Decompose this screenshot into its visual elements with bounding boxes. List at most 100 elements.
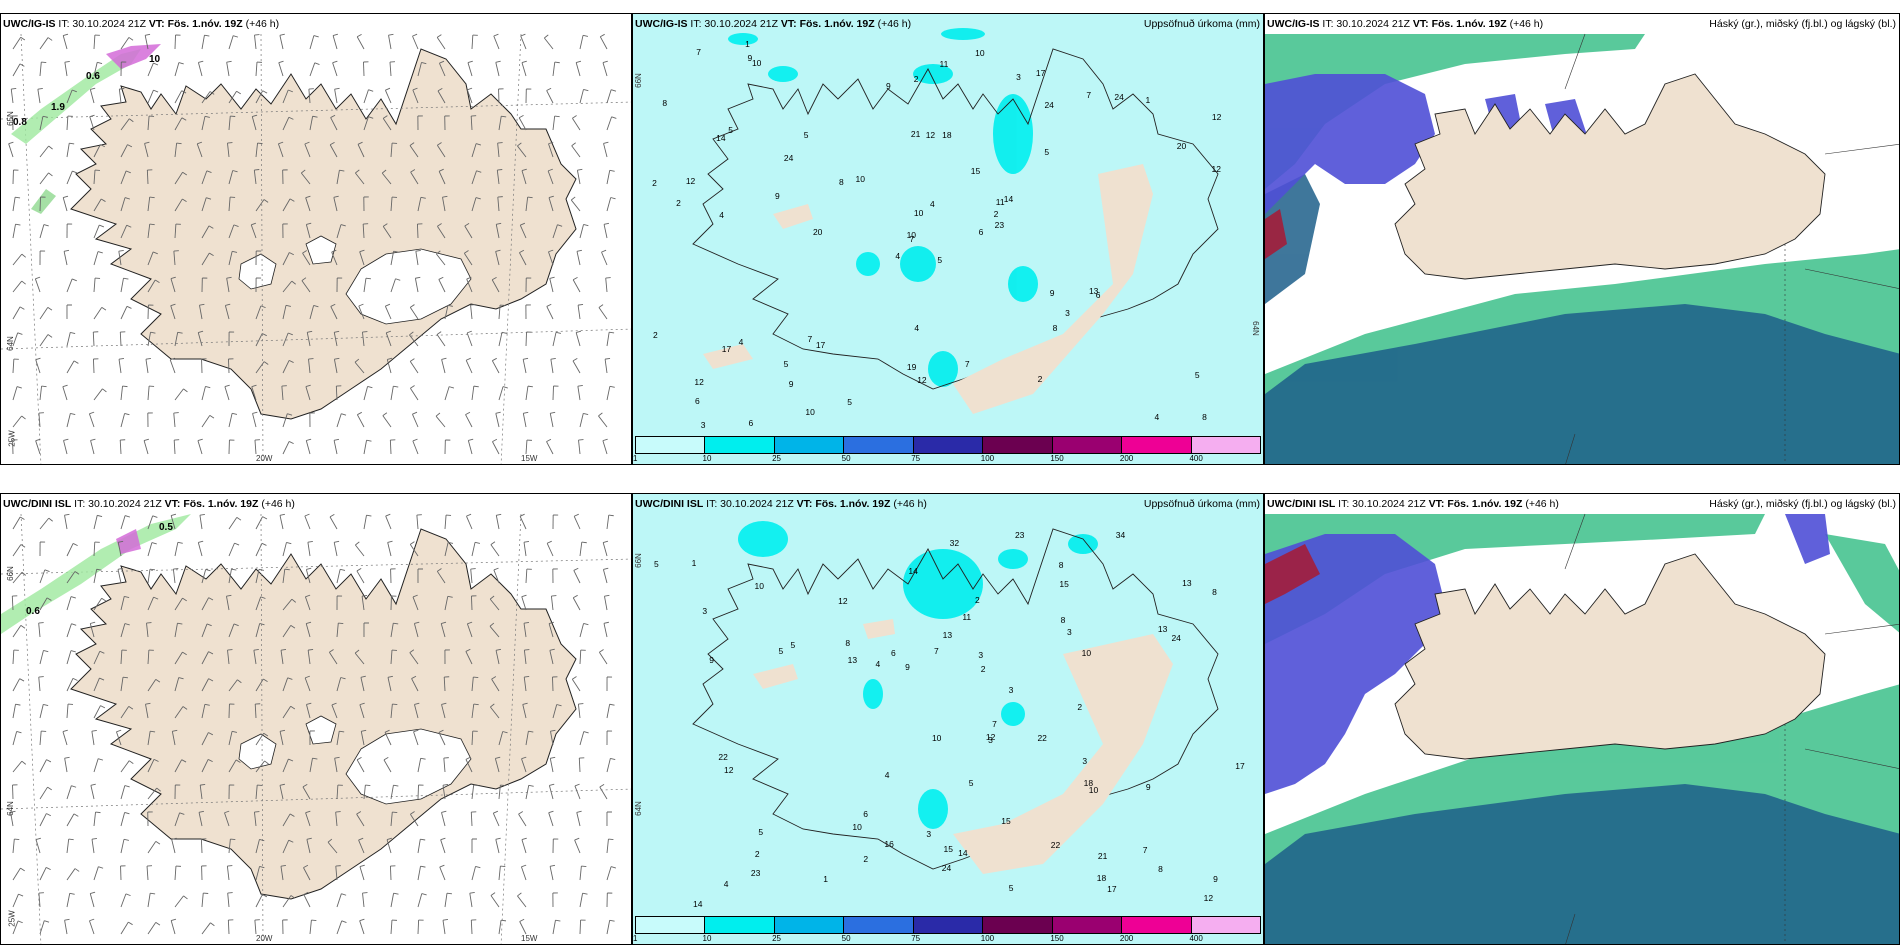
wind-barb [120, 677, 124, 692]
wind-barb-flag [603, 222, 610, 225]
wind-barb [255, 785, 258, 800]
wind-barb [89, 920, 95, 935]
wind-barb-flag [517, 142, 522, 147]
wind-barb [66, 89, 73, 104]
wind-barb [120, 785, 126, 800]
wind-barb [382, 226, 392, 239]
wind-barb [574, 785, 581, 800]
wind-barb-flag [306, 438, 312, 441]
wind-barb [198, 812, 203, 827]
wind-barb [255, 90, 264, 104]
wind-barb-flag [63, 195, 69, 198]
wind-barb [579, 224, 584, 239]
wind-barb-flag [101, 597, 107, 602]
wind-barb [522, 359, 527, 374]
wind-barb [443, 758, 446, 773]
precip-value: 5 [758, 826, 764, 837]
wind-barb [577, 704, 581, 719]
wind-barb-flag [208, 651, 214, 655]
wind-barb [606, 758, 611, 773]
wind-barb [89, 623, 95, 638]
precip-value: 4 [738, 336, 744, 347]
wind-barb [355, 544, 365, 557]
wind-barb [363, 386, 368, 401]
wind-barb [228, 759, 237, 773]
wind-barb [228, 197, 231, 212]
wind-barb [12, 332, 19, 347]
wind-barb-flag [71, 278, 77, 282]
wind-barb-flag [182, 706, 188, 710]
wind-barb [493, 35, 500, 50]
wind-barb-flag [96, 568, 102, 571]
wind-barb-flag [382, 223, 388, 227]
wind-barb-flag [302, 250, 307, 254]
precip-values-bottom: 4 9 7 5 14 23 7 8 21 10 12 13 16 32 22 8 18 12 10 8 5 23 24 22 1… [633, 494, 1263, 914]
wind-barb [309, 758, 313, 773]
wind-barb-flag [600, 33, 605, 38]
precip-legend-ticks-top: 1 10 25 50 75 100 150 200 400 [633, 454, 1261, 464]
wind-barb-flag [604, 594, 610, 597]
wind-barb [306, 332, 311, 347]
precip-value: 2 [1077, 701, 1083, 712]
wind-barb [308, 359, 311, 374]
legend-tick: 400 [1189, 934, 1203, 943]
wind-barb [331, 704, 338, 719]
wind-barb-flag [609, 919, 615, 922]
wind-barb-flag [209, 415, 215, 419]
wind-barb [361, 596, 365, 611]
wind-barb [409, 334, 419, 347]
wind-barb-flag [153, 758, 159, 762]
wind-barb-flag [8, 141, 14, 145]
cloud-map-bottom [1265, 494, 1899, 944]
wind-barb-flag [476, 170, 482, 173]
wind-barb [331, 251, 338, 266]
wind-barb [333, 359, 338, 374]
wind-barb [39, 116, 44, 131]
wind-barb [576, 251, 581, 266]
wind-barb [174, 623, 178, 638]
wind-barb [363, 61, 365, 77]
wind-barb [253, 170, 257, 185]
wind-barb-flag [262, 894, 268, 898]
wind-barb [120, 893, 127, 908]
wind-barb [359, 704, 365, 719]
wind-barb-flag [237, 679, 242, 684]
wind-barb-flag [17, 920, 23, 924]
cloud-low-bottom [1265, 784, 1899, 944]
precip-value: 2 [993, 208, 999, 219]
wind-barb-flag [306, 837, 312, 840]
precip-value: 5 [790, 640, 796, 651]
wind-barb [305, 386, 311, 401]
wind-barb-flag [609, 703, 615, 706]
wind-barb-flag [233, 35, 239, 38]
wind-barb-flag [44, 920, 50, 923]
wind-barb [224, 305, 230, 320]
precip-value: 18 [942, 129, 952, 140]
wind-barb [575, 332, 581, 347]
precip-value: 10 [754, 580, 764, 591]
wind-barb [64, 758, 68, 773]
wind-barb-flag [89, 411, 95, 415]
wind-barb [491, 360, 500, 374]
legend-swatch [983, 437, 1053, 453]
wind-barb-flag [10, 810, 16, 813]
wind-barb-flag [125, 170, 131, 174]
precip-value: 9 [1049, 288, 1055, 299]
issue-time: IT: 30.10.2024 21Z [687, 18, 781, 30]
precip-title: Uppsöfnuð úrkoma (mm) [1143, 498, 1260, 510]
wind-barb-flag [490, 892, 496, 896]
wind-barb [93, 170, 96, 185]
wind-barb [604, 359, 608, 374]
wind-barb-flag [123, 838, 129, 841]
wind-barb [12, 224, 16, 239]
wind-barb [552, 224, 558, 239]
issue-time: IT: 30.10.2024 21Z [1319, 18, 1413, 30]
wind-barb [66, 332, 71, 347]
wind-barb-flag [466, 276, 472, 280]
wind-barb-flag [124, 812, 130, 815]
wind-barb [66, 170, 73, 185]
wind-barb-flag [253, 648, 259, 651]
precip-value: 10 [751, 58, 762, 69]
wind-barb-flag [577, 384, 583, 387]
wind-barb-flag [68, 838, 74, 841]
